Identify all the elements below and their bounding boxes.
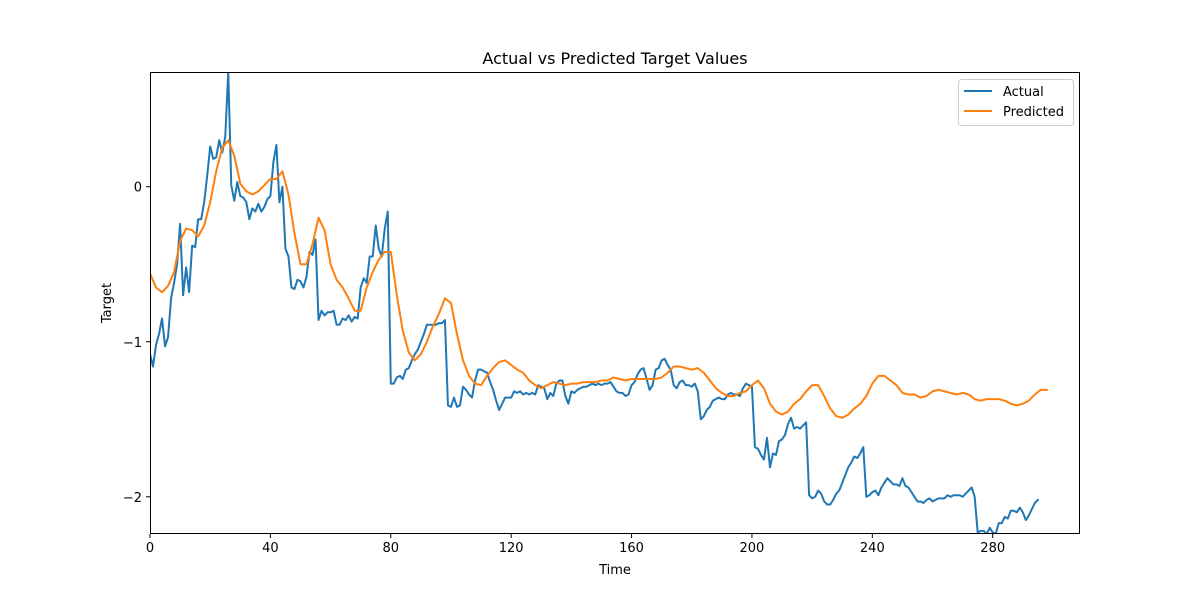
y-tick-label: −1 [123,336,142,351]
x-tick-label: 80 [383,541,400,556]
legend: Actual Predicted [958,79,1074,126]
series-layer [150,72,1048,534]
series-line-predicted [150,139,1048,419]
x-tick-label: 160 [619,541,644,556]
legend-label-predicted: Predicted [1003,105,1064,120]
y-axis-label: Target [100,283,115,324]
x-axis-label: Time [598,563,631,578]
x-tick-label: 40 [262,541,279,556]
legend-label-actual: Actual [1003,85,1044,100]
x-tick-label: 0 [146,541,154,556]
chart-title: Actual vs Predicted Target Values [482,49,747,68]
x-tick-label: 200 [740,541,765,556]
y-tick-label: −2 [123,491,142,506]
x-tick-label: 280 [980,541,1005,556]
y-tick-label: 0 [134,181,142,196]
y-axis: −2 −1 0 [123,181,150,506]
x-axis: 0 40 80 120 160 200 240 280 [146,534,1005,556]
x-tick-label: 120 [499,541,524,556]
series-line-actual [150,72,1040,534]
plot-frame [150,72,1080,534]
x-tick-label: 240 [860,541,885,556]
